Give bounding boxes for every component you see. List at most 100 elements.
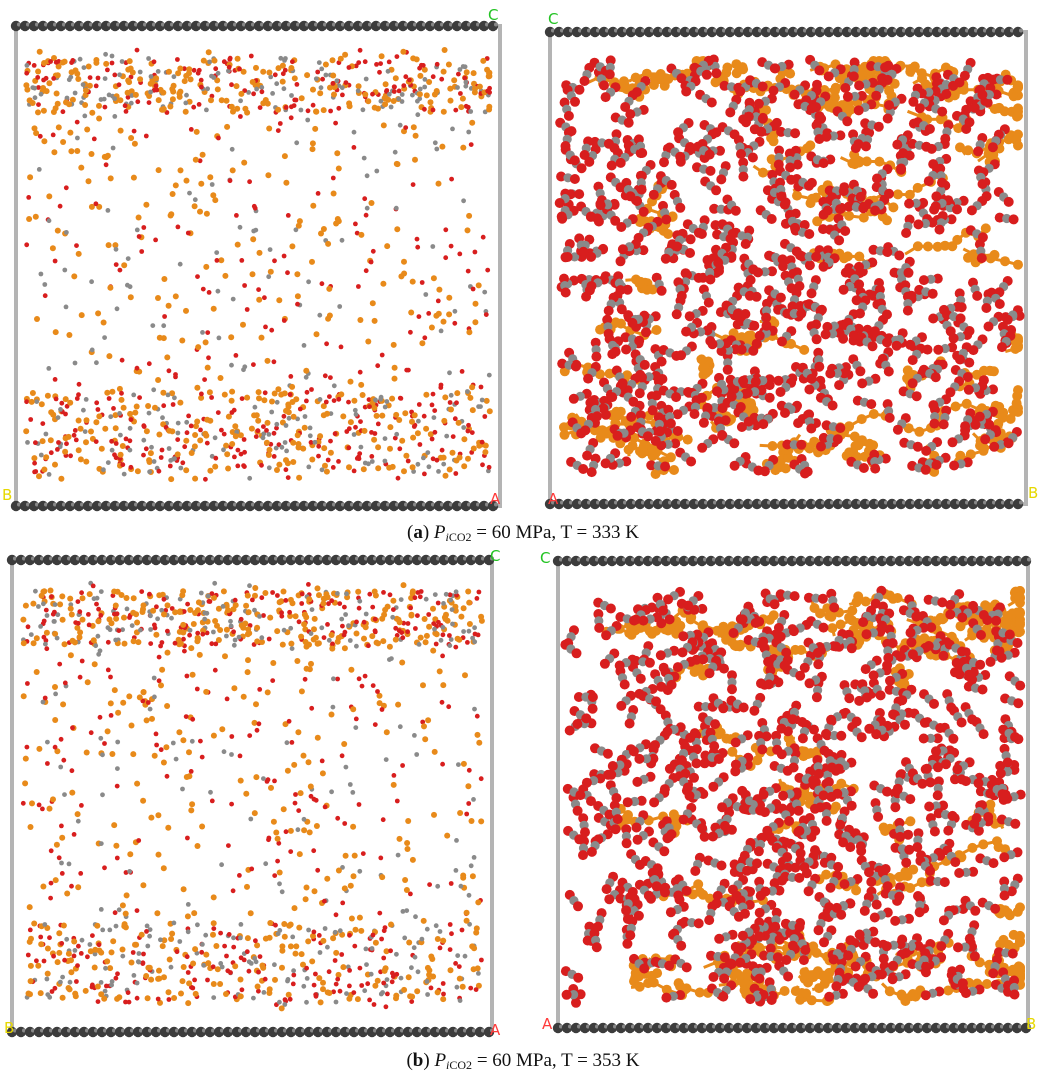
atom xyxy=(823,245,833,256)
atom xyxy=(357,965,363,971)
atom xyxy=(467,394,474,401)
atom xyxy=(730,205,741,216)
atom xyxy=(638,206,649,217)
atom xyxy=(367,404,372,409)
atom xyxy=(156,967,162,974)
atom xyxy=(241,159,248,166)
atom xyxy=(351,468,357,474)
atom xyxy=(974,411,985,422)
atom xyxy=(775,292,786,303)
atom xyxy=(838,186,849,197)
atom xyxy=(127,438,133,444)
atom xyxy=(730,344,741,355)
atom xyxy=(275,106,282,113)
atom xyxy=(33,469,39,474)
atom xyxy=(401,83,407,88)
atom xyxy=(461,436,468,443)
atom xyxy=(799,344,810,355)
atom xyxy=(611,129,622,140)
atom xyxy=(60,974,65,980)
atom xyxy=(95,310,102,317)
atom xyxy=(736,149,746,159)
atom xyxy=(486,372,492,378)
atom xyxy=(96,102,102,109)
atom xyxy=(186,413,192,419)
atom xyxy=(306,279,311,285)
atom xyxy=(453,644,459,650)
atom xyxy=(177,399,184,406)
atom xyxy=(24,242,30,248)
atom xyxy=(625,191,636,202)
atom xyxy=(309,456,316,463)
atom xyxy=(27,174,34,181)
atom xyxy=(656,285,667,296)
atom xyxy=(397,446,403,452)
atom xyxy=(370,248,376,254)
atom xyxy=(935,163,946,174)
atom xyxy=(93,419,100,426)
atom xyxy=(34,316,40,322)
atom xyxy=(656,356,667,367)
atom xyxy=(39,438,46,445)
atom xyxy=(322,61,329,68)
atom xyxy=(28,398,35,405)
atom xyxy=(230,296,236,302)
atom xyxy=(86,622,92,628)
atom xyxy=(403,452,410,459)
atom xyxy=(104,728,111,735)
atom xyxy=(155,377,162,383)
atom xyxy=(226,64,232,70)
atom xyxy=(119,59,125,64)
atom xyxy=(371,1002,377,1007)
atom xyxy=(187,632,193,638)
atom xyxy=(242,105,249,112)
atom xyxy=(209,182,215,187)
atom xyxy=(459,95,466,102)
atom xyxy=(335,676,340,682)
atom xyxy=(204,630,210,636)
atom xyxy=(155,295,161,301)
atom xyxy=(882,399,893,410)
atom xyxy=(88,151,95,157)
atom xyxy=(335,165,342,172)
atom xyxy=(52,461,58,468)
atom xyxy=(103,60,110,67)
atom xyxy=(204,107,209,113)
atom xyxy=(818,432,829,443)
atom xyxy=(595,200,606,211)
atom xyxy=(316,443,322,449)
atom xyxy=(234,105,241,112)
atom xyxy=(374,168,380,174)
atom xyxy=(639,359,650,370)
atom xyxy=(131,392,137,398)
atom xyxy=(338,344,344,350)
atom xyxy=(158,455,164,460)
atom xyxy=(207,174,214,181)
atom xyxy=(386,59,392,65)
atom xyxy=(315,439,322,446)
atom xyxy=(83,749,90,756)
atom xyxy=(88,203,95,210)
atom xyxy=(31,125,38,132)
atom xyxy=(237,66,242,72)
atom xyxy=(238,922,244,927)
atom xyxy=(154,604,159,610)
atom xyxy=(298,107,304,113)
atom xyxy=(455,85,460,90)
atom xyxy=(400,909,406,914)
atom xyxy=(749,412,760,423)
atom xyxy=(621,344,632,355)
atom xyxy=(721,338,732,349)
atom xyxy=(415,112,421,118)
atom xyxy=(440,318,447,325)
atom xyxy=(988,74,999,85)
atom xyxy=(212,463,219,470)
atom xyxy=(750,376,761,387)
atom xyxy=(947,437,958,448)
atom xyxy=(214,250,220,256)
atom xyxy=(439,447,445,453)
atom xyxy=(368,259,374,265)
atom xyxy=(347,782,353,787)
atom xyxy=(412,156,418,163)
atom xyxy=(156,431,163,438)
